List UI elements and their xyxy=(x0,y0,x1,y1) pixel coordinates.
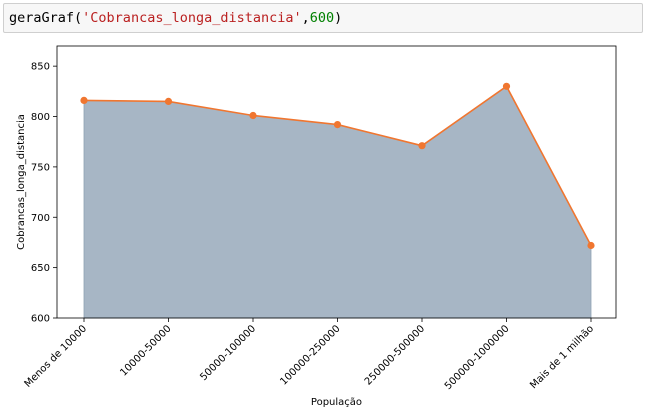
y-axis-label: Cobrancas_longa_distancia xyxy=(16,114,27,250)
data-point xyxy=(80,96,88,104)
data-point xyxy=(418,142,426,150)
code-close-paren: ) xyxy=(334,10,343,26)
y-tick-label: 850 xyxy=(31,62,50,73)
data-point xyxy=(502,82,511,90)
y-tick-label: 650 xyxy=(31,263,50,274)
x-axis-ticks: Menos de 10000 10000-50000 50000-100000 100… xyxy=(23,318,596,392)
x-tick-label: 500000-1000000 xyxy=(443,323,512,392)
y-tick-label: 750 xyxy=(31,162,50,173)
data-point xyxy=(587,241,595,250)
code-comma: , xyxy=(301,10,310,26)
y-tick-label: 700 xyxy=(31,213,50,224)
code-string-argument: 'Cobrancas_longa_distancia' xyxy=(82,10,302,26)
data-point xyxy=(249,111,257,120)
y-axis-ticks: 600 650 700 750 800 850 xyxy=(31,62,57,325)
area-chart: 600 650 700 750 800 850 Menos de 10000 10000-5… xyxy=(16,45,617,408)
y-tick-label: 800 xyxy=(31,112,50,123)
plot-frame xyxy=(56,45,617,319)
code-function-name: geraGraf xyxy=(9,10,75,26)
x-tick-label: 10000-50000 xyxy=(118,323,173,378)
data-point xyxy=(333,121,342,129)
x-axis-label: População xyxy=(311,397,362,408)
x-tick-label: Mais de 1 milhão xyxy=(528,323,596,391)
y-tick-label: 600 xyxy=(31,314,50,325)
code-number-argument: 600 xyxy=(309,10,335,26)
x-tick-label: 250000-500000 xyxy=(363,323,427,387)
code-open-paren: ( xyxy=(74,10,83,26)
marker-layer xyxy=(80,82,595,250)
x-tick-label: 50000-100000 xyxy=(198,323,258,383)
x-tick-label: Menos de 10000 xyxy=(23,323,90,390)
code-cell[interactable]: geraGraf('Cobrancas_longa_distancia',600… xyxy=(3,3,643,33)
x-tick-label: 100000-250000 xyxy=(278,323,342,387)
data-point xyxy=(164,97,173,105)
